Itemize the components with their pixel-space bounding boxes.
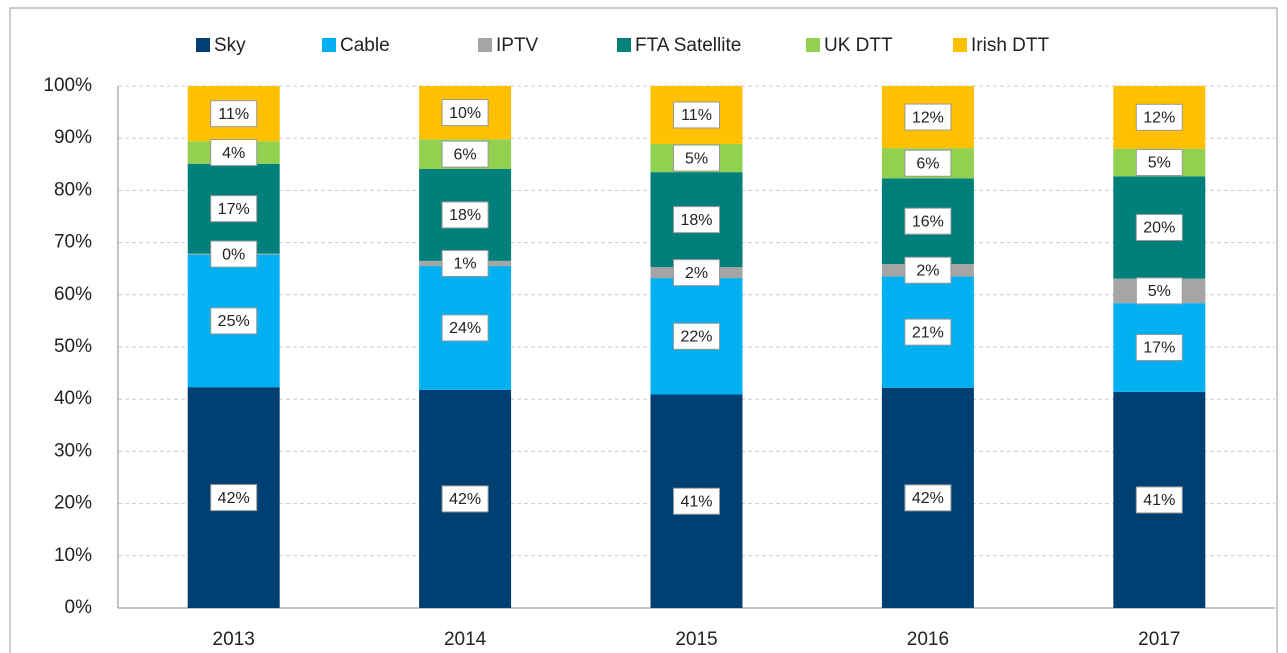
data-label-box: [673, 206, 720, 234]
y-tick-label: 80%: [54, 179, 92, 200]
data-label-box: [904, 318, 952, 346]
x-tick-label: 2016: [907, 629, 949, 650]
data-label: 12%: [912, 109, 944, 126]
data-label: 17%: [218, 201, 250, 218]
legend-label: FTA Satellite: [635, 35, 741, 56]
data-label: 4%: [222, 145, 245, 162]
data-label-box: [441, 485, 489, 513]
legend-label: Sky: [214, 35, 246, 56]
legend-label: Cable: [340, 35, 390, 56]
data-label: 6%: [916, 155, 939, 172]
data-label: 11%: [218, 106, 249, 123]
data-label: 16%: [912, 213, 944, 230]
legend-swatch: [478, 38, 492, 52]
data-label: 42%: [449, 491, 481, 508]
y-tick-label: 90%: [54, 127, 92, 148]
y-tick-label: 60%: [54, 284, 92, 305]
data-label: 21%: [912, 324, 944, 341]
data-label-box: [904, 207, 952, 235]
data-label: 41%: [1143, 492, 1175, 509]
x-tick-label: 2013: [213, 629, 255, 650]
data-label: 6%: [454, 146, 477, 163]
data-label: 18%: [680, 212, 712, 229]
data-label: 24%: [449, 320, 481, 337]
data-label: 25%: [218, 313, 250, 330]
y-tick-label: 70%: [54, 232, 92, 253]
data-label-box: [441, 140, 489, 168]
data-label-box: [1135, 277, 1183, 305]
y-tick-label: 100%: [43, 75, 92, 96]
data-label-box: [1135, 486, 1183, 514]
data-label-box: [673, 101, 720, 129]
legend-swatch: [617, 38, 631, 52]
data-label-box: [210, 307, 258, 335]
data-label-box: [441, 314, 489, 342]
data-label-box: [210, 100, 258, 128]
x-tick-label: 2017: [1138, 629, 1180, 650]
data-label: 20%: [1143, 220, 1175, 237]
legend-swatch: [322, 38, 336, 52]
data-label: 12%: [1143, 110, 1175, 127]
data-label-box: [210, 139, 258, 167]
data-label-box: [904, 149, 952, 177]
data-label-box: [1135, 334, 1183, 362]
legend-label: IPTV: [496, 35, 539, 56]
legend-swatch: [806, 38, 820, 52]
data-label: 0%: [222, 246, 245, 263]
legend-swatch: [953, 38, 967, 52]
data-label: 18%: [449, 207, 481, 224]
y-tick-label: 20%: [54, 493, 92, 514]
data-label: 2%: [685, 265, 708, 282]
legend-label: UK DTT: [824, 35, 893, 56]
data-label-box: [904, 484, 952, 512]
data-label-box: [673, 259, 720, 287]
data-label: 2%: [916, 262, 939, 279]
data-label-box: [673, 487, 720, 515]
x-tick-label: 2015: [675, 629, 717, 650]
data-label: 11%: [681, 107, 712, 124]
data-label: 22%: [680, 329, 712, 346]
data-label: 5%: [685, 150, 708, 167]
data-label: 5%: [1148, 283, 1171, 300]
x-tick-label: 2014: [444, 629, 487, 650]
data-label-box: [904, 103, 952, 131]
y-tick-label: 50%: [54, 336, 92, 357]
y-tick-label: 10%: [54, 545, 92, 566]
data-label-box: [1135, 213, 1183, 241]
data-label-box: [210, 484, 258, 512]
data-label-box: [904, 256, 952, 284]
data-label-box: [673, 144, 720, 172]
data-label: 42%: [218, 490, 250, 507]
chart-border: [9, 7, 1278, 653]
data-label: 1%: [454, 256, 477, 273]
legend-label: Irish DTT: [971, 35, 1050, 56]
data-label-box: [210, 195, 258, 223]
data-label: 17%: [1143, 340, 1175, 357]
data-label: 42%: [912, 490, 944, 507]
data-label: 41%: [680, 493, 712, 510]
data-label-box: [441, 249, 489, 277]
data-label-box: [441, 99, 489, 127]
legend-swatch: [196, 38, 210, 52]
y-tick-label: 30%: [54, 440, 92, 461]
data-label-box: [1135, 103, 1183, 131]
data-label: 5%: [1148, 155, 1171, 172]
y-tick-label: 0%: [65, 597, 93, 618]
data-label-box: [210, 240, 258, 268]
data-label-box: [1135, 148, 1183, 176]
data-label-box: [441, 201, 489, 229]
y-tick-label: 40%: [54, 388, 92, 409]
data-label-box: [673, 322, 720, 350]
data-label: 10%: [449, 105, 481, 122]
